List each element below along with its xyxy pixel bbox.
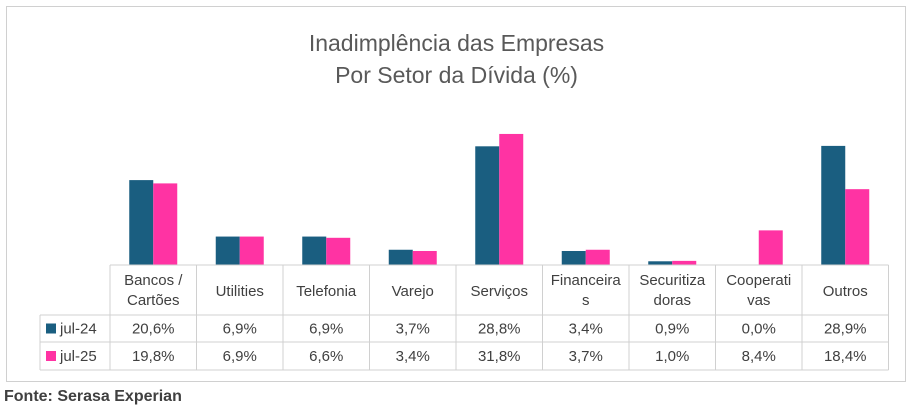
category-label-2: Telefonia <box>296 283 357 300</box>
data-label-jul-25-7: 8,4% <box>742 348 776 365</box>
data-label-jul-24-8: 28,9% <box>824 321 867 338</box>
bar-jul-25-1 <box>239 236 264 265</box>
category-label-3: Varejo <box>392 283 434 300</box>
category-label-5: Financeira s <box>551 272 622 309</box>
legend-label-jul-25: jul-25 <box>59 348 97 365</box>
source-note: Fonte: Serasa Experian <box>4 388 182 405</box>
data-label-jul-25-1: 6,9% <box>223 348 257 365</box>
data-label-jul-25-3: 3,4% <box>396 348 430 365</box>
bar-jul-24-2 <box>302 236 327 265</box>
bar-jul-25-7 <box>758 230 783 265</box>
data-label-jul-24-1: 6,9% <box>223 321 257 338</box>
bar-jul-24-3 <box>388 249 413 265</box>
bar-jul-25-3 <box>412 250 437 265</box>
chart-title: Inadimplência das Empresas <box>308 30 605 56</box>
category-label-6: Securitiza doras <box>639 272 706 309</box>
data-label-jul-24-5: 3,4% <box>569 321 603 338</box>
bar-jul-25-5 <box>585 249 610 265</box>
legend-label-jul-24: jul-24 <box>59 321 97 338</box>
data-label-jul-25-5: 3,7% <box>569 348 603 365</box>
data-label-jul-25-4: 31,8% <box>478 348 521 365</box>
category-label-7: Cooperati vas <box>726 272 791 309</box>
data-label-jul-24-7: 0,0% <box>742 321 776 338</box>
bar-jul-24-6 <box>648 261 673 265</box>
bar-jul-24-5 <box>561 250 586 265</box>
bar-jul-25-6 <box>672 260 697 265</box>
data-label-jul-24-6: 0,9% <box>655 321 689 338</box>
bar-jul-25-4 <box>499 133 524 265</box>
bar-jul-24-4 <box>475 146 500 265</box>
data-label-jul-24-0: 20,6% <box>132 321 175 338</box>
data-label-jul-25-6: 1,0% <box>655 348 689 365</box>
data-label-jul-24-3: 3,7% <box>396 321 430 338</box>
chart-subtitle: Por Setor da Dívida (%) <box>335 62 578 88</box>
bar-jul-24-8 <box>821 145 846 265</box>
data-label-jul-25-0: 19,8% <box>132 348 175 365</box>
data-label-jul-24-4: 28,8% <box>478 321 521 338</box>
legend-key-jul-25 <box>46 351 56 361</box>
category-label-1: Utilities <box>216 283 264 300</box>
bar-jul-24-1 <box>215 236 240 265</box>
bar-jul-25-2 <box>326 237 351 265</box>
bar-jul-24-0 <box>129 180 154 265</box>
category-label-0: Bancos / Cartões <box>124 272 183 309</box>
data-label-jul-25-2: 6,6% <box>309 348 343 365</box>
category-label-8: Outros <box>823 283 868 300</box>
category-label-4: Serviços <box>470 283 528 300</box>
data-label-jul-25-8: 18,4% <box>824 348 867 365</box>
bar-jul-25-8 <box>845 189 870 265</box>
data-label-jul-24-2: 6,9% <box>309 321 343 338</box>
legend-key-jul-24 <box>46 323 56 334</box>
bar-jul-25-0 <box>153 183 178 265</box>
